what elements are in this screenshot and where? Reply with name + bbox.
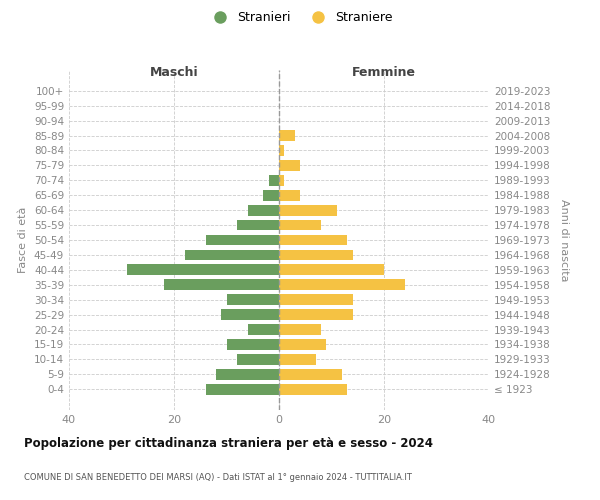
Bar xyxy=(269,175,279,186)
Bar xyxy=(263,190,279,200)
Bar xyxy=(279,324,321,335)
Bar xyxy=(279,294,353,305)
Text: Popolazione per cittadinanza straniera per età e sesso - 2024: Popolazione per cittadinanza straniera p… xyxy=(24,438,433,450)
Bar xyxy=(279,160,300,171)
Bar xyxy=(279,145,284,156)
Bar xyxy=(216,369,279,380)
Bar xyxy=(237,220,279,230)
Legend: Stranieri, Straniere: Stranieri, Straniere xyxy=(202,6,398,29)
Bar xyxy=(279,220,321,230)
Text: Femmine: Femmine xyxy=(352,66,416,79)
Y-axis label: Anni di nascita: Anni di nascita xyxy=(559,198,569,281)
Bar xyxy=(205,234,279,246)
Text: COMUNE DI SAN BENEDETTO DEI MARSI (AQ) - Dati ISTAT al 1° gennaio 2024 - TUTTITA: COMUNE DI SAN BENEDETTO DEI MARSI (AQ) -… xyxy=(24,473,412,482)
Bar xyxy=(279,234,347,246)
Bar xyxy=(279,369,342,380)
Bar xyxy=(279,280,405,290)
Bar xyxy=(221,309,279,320)
Bar xyxy=(248,205,279,216)
Bar xyxy=(279,175,284,186)
Bar xyxy=(163,280,279,290)
Bar xyxy=(127,264,279,275)
Bar xyxy=(227,294,279,305)
Bar xyxy=(279,354,316,364)
Bar xyxy=(279,264,384,275)
Bar xyxy=(279,339,326,350)
Bar xyxy=(237,354,279,364)
Bar xyxy=(279,384,347,394)
Bar xyxy=(205,384,279,394)
Bar xyxy=(279,130,295,141)
Bar xyxy=(279,250,353,260)
Bar xyxy=(185,250,279,260)
Text: Maschi: Maschi xyxy=(149,66,199,79)
Bar xyxy=(279,309,353,320)
Y-axis label: Fasce di età: Fasce di età xyxy=(19,207,28,273)
Bar xyxy=(279,190,300,200)
Bar xyxy=(248,324,279,335)
Bar xyxy=(227,339,279,350)
Bar xyxy=(279,205,337,216)
